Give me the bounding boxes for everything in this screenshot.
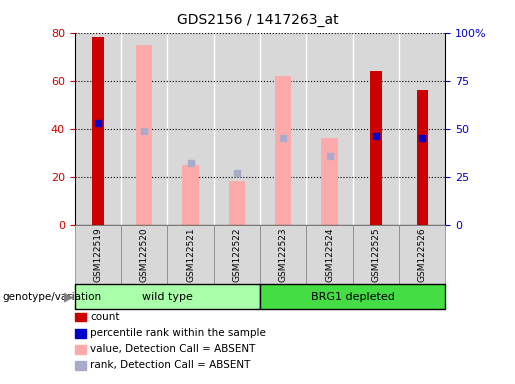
Bar xyxy=(370,71,382,225)
Text: genotype/variation: genotype/variation xyxy=(3,291,101,302)
Text: GSM122526: GSM122526 xyxy=(418,227,427,282)
Text: rank, Detection Call = ABSENT: rank, Detection Call = ABSENT xyxy=(90,360,250,370)
Text: GSM122520: GSM122520 xyxy=(140,227,149,282)
Bar xyxy=(136,45,152,225)
Bar xyxy=(275,76,291,225)
Text: value, Detection Call = ABSENT: value, Detection Call = ABSENT xyxy=(90,344,255,354)
Point xyxy=(325,152,334,159)
Bar xyxy=(417,90,428,225)
Text: GSM122519: GSM122519 xyxy=(93,227,102,282)
Text: GDS2156 / 1417263_at: GDS2156 / 1417263_at xyxy=(177,13,338,27)
Text: ▶: ▶ xyxy=(64,290,73,303)
Bar xyxy=(229,182,245,225)
Text: GSM122522: GSM122522 xyxy=(232,227,242,281)
Point xyxy=(94,120,102,126)
Text: GSM122523: GSM122523 xyxy=(279,227,288,282)
Point xyxy=(372,133,380,139)
Text: count: count xyxy=(90,312,119,322)
Text: GSM122525: GSM122525 xyxy=(371,227,381,282)
Text: BRG1 depleted: BRG1 depleted xyxy=(311,291,394,302)
Text: GSM122521: GSM122521 xyxy=(186,227,195,282)
Point xyxy=(233,170,241,176)
Text: wild type: wild type xyxy=(142,291,193,302)
Point xyxy=(186,160,195,166)
Bar xyxy=(92,38,104,225)
Text: GSM122524: GSM122524 xyxy=(325,227,334,281)
Point xyxy=(140,127,148,134)
Bar xyxy=(321,138,338,225)
Point xyxy=(279,135,287,141)
Point xyxy=(418,135,426,141)
Text: percentile rank within the sample: percentile rank within the sample xyxy=(90,328,266,338)
Bar xyxy=(182,165,199,225)
